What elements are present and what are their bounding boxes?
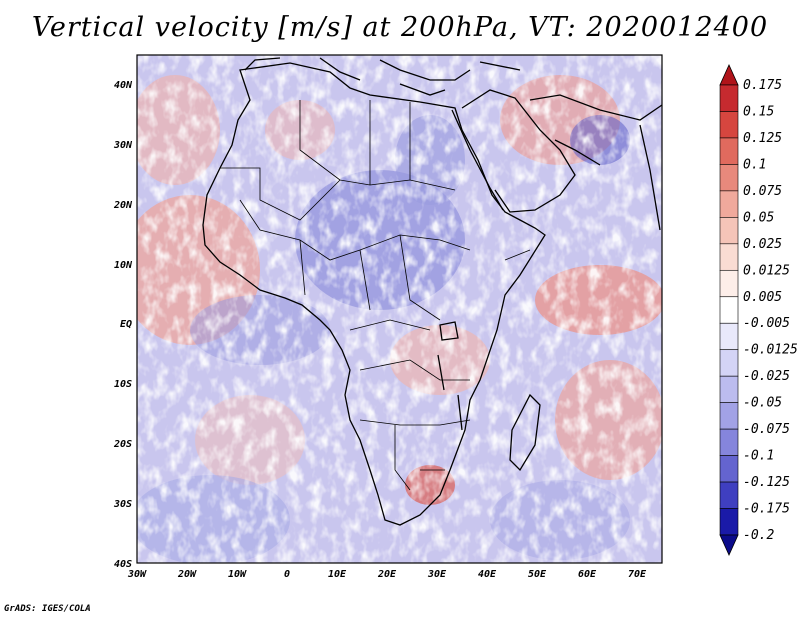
lon-label: 70E xyxy=(628,569,647,580)
colorbar-segment xyxy=(719,481,739,509)
colorbar-segment xyxy=(719,455,739,483)
colorbar-label: -0.2 xyxy=(743,528,774,543)
lat-label: 10N xyxy=(114,260,133,271)
lon-label: 0 xyxy=(284,569,290,580)
colorbar-bottom-arrow xyxy=(719,534,739,556)
credit-text: GrADS: IGES/COLA xyxy=(4,604,91,614)
colorbar-segment xyxy=(719,296,739,324)
colorbar-segment xyxy=(719,322,739,351)
colorbar-segment xyxy=(719,349,739,377)
colorbar-segment xyxy=(719,190,739,218)
colorbar-segment xyxy=(719,269,739,298)
lon-axis: 30W 20W 10W 0 10E 20E 30E 40E 50E 60E 70… xyxy=(127,569,647,580)
lon-label: 20W xyxy=(177,569,197,580)
country-borders xyxy=(220,100,531,491)
colorbar-label: -0.025 xyxy=(743,369,790,384)
lat-label: 40S xyxy=(114,559,132,570)
colorbar-segment xyxy=(719,84,739,112)
colorbar-label: 0.005 xyxy=(743,290,782,305)
colorbar-label: -0.0125 xyxy=(743,343,798,358)
colorbar-segment xyxy=(719,164,739,192)
colorbar-label: 0.125 xyxy=(743,131,782,146)
colorbar-label: -0.125 xyxy=(743,475,790,490)
colorbar-label: -0.175 xyxy=(743,502,790,517)
colorbar-segment xyxy=(719,402,739,430)
lat-label: 20S xyxy=(113,439,132,450)
colorbar-segment xyxy=(719,137,739,165)
colorbar-label: 0.025 xyxy=(743,237,782,252)
lat-label: 40N xyxy=(114,80,133,91)
colorbar-label: -0.005 xyxy=(743,316,790,331)
colorbar-label: -0.1 xyxy=(743,449,774,464)
colorbar-segment xyxy=(719,508,739,536)
lat-label: 30S xyxy=(113,499,132,510)
colorbar-label: -0.075 xyxy=(743,422,790,437)
colorbar-segment xyxy=(719,111,739,139)
colorbar-label: 0.1 xyxy=(743,157,766,172)
colorbar-label: 0.075 xyxy=(743,184,782,199)
lon-label: 40E xyxy=(478,569,497,580)
plot-frame xyxy=(136,54,663,564)
colorbar-segment xyxy=(719,428,739,456)
lon-label: 20E xyxy=(377,569,397,580)
lat-label: 10S xyxy=(114,379,132,390)
lon-label: 60E xyxy=(578,569,597,580)
lon-label: 50E xyxy=(528,569,547,580)
colorbar-label: -0.05 xyxy=(743,396,782,411)
colorbar-label: 0.15 xyxy=(743,104,774,119)
velocity-field xyxy=(137,55,662,563)
lon-label: 10W xyxy=(228,569,247,580)
lat-axis: 40N 30N 20N 10N EQ 10S 20S 30S 40S xyxy=(113,80,133,570)
colorbar-segment xyxy=(719,243,739,271)
coastlines xyxy=(202,57,662,526)
lon-label: 10E xyxy=(328,569,347,580)
colorbar-label: 0.0125 xyxy=(743,263,790,278)
colorbar-label: 0.175 xyxy=(743,78,782,93)
colorbar-label: 0.05 xyxy=(743,210,774,225)
colorbar-segment xyxy=(719,217,739,245)
lat-label: 20N xyxy=(113,200,133,211)
lon-label: 30E xyxy=(427,569,447,580)
lon-label: 30W xyxy=(127,569,147,580)
colorbar: 0.175 0.15 0.125 0.1 0.075 0.05 0.025 0.0125 0.0… xyxy=(719,64,798,556)
colorbar-segment xyxy=(719,375,739,403)
colorbar-top-arrow xyxy=(719,64,739,86)
map-title: Vertical velocity [m/s] at 200hPa, VT: 2… xyxy=(31,12,769,43)
lat-label: EQ xyxy=(120,319,132,330)
lat-label: 30N xyxy=(113,140,133,151)
